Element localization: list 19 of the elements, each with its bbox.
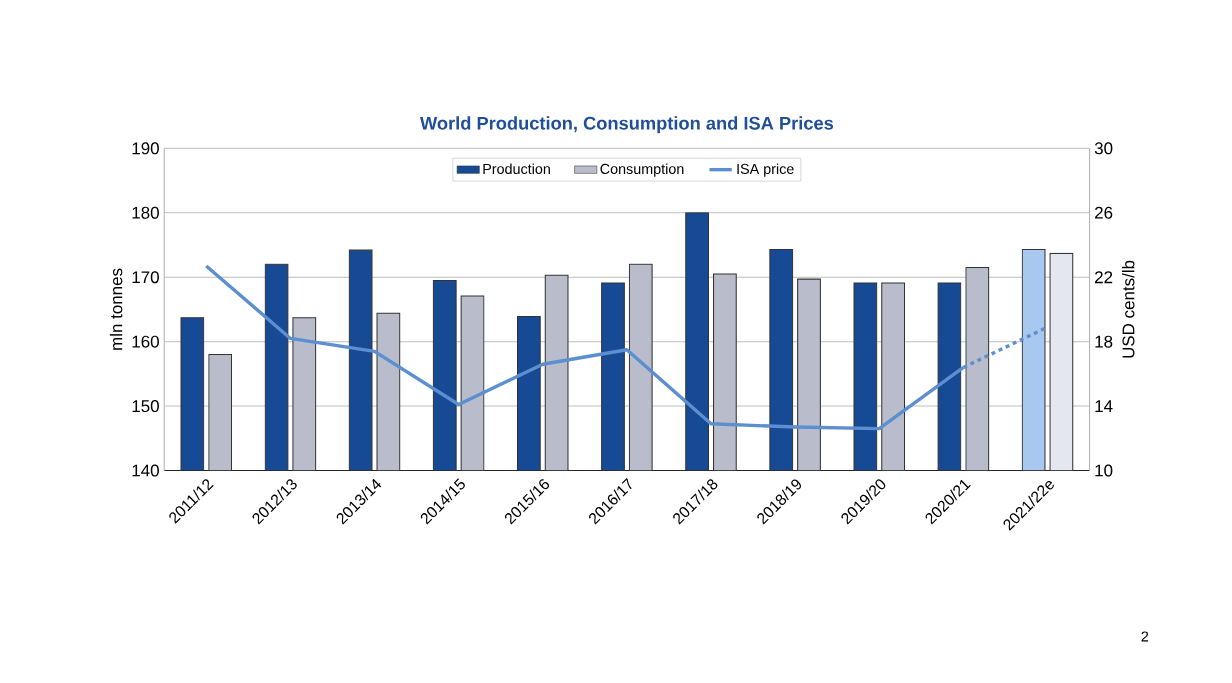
chart-title: World Production, Consumption and ISA Prices bbox=[420, 116, 834, 134]
y-tick-label: 140 bbox=[132, 464, 159, 477]
y-tick-label: 190 bbox=[132, 142, 159, 155]
y-tick-label: 160 bbox=[132, 335, 159, 348]
y2-tick-label: 26 bbox=[1095, 206, 1113, 219]
y2-tick-label: 14 bbox=[1095, 400, 1113, 413]
text: 2 bbox=[1141, 631, 1149, 642]
y-tick-label: 150 bbox=[132, 400, 159, 413]
y2-tick-label: 10 bbox=[1095, 464, 1113, 477]
y2-tick-label: 30 bbox=[1094, 142, 1113, 155]
y2-tick-label: 18 bbox=[1095, 335, 1113, 348]
y-tick-label: 180 bbox=[132, 206, 159, 219]
y2-axis-title: USD cents/lb bbox=[1122, 260, 1135, 358]
legend-label: Consumption bbox=[600, 163, 684, 177]
legend-label: Production bbox=[483, 163, 550, 175]
legend-label: ISA price bbox=[737, 163, 794, 177]
y2-tick-label: 22 bbox=[1095, 271, 1113, 284]
y-axis-title: mln tonnes bbox=[109, 268, 123, 350]
y-tick-label: 170 bbox=[132, 271, 159, 284]
